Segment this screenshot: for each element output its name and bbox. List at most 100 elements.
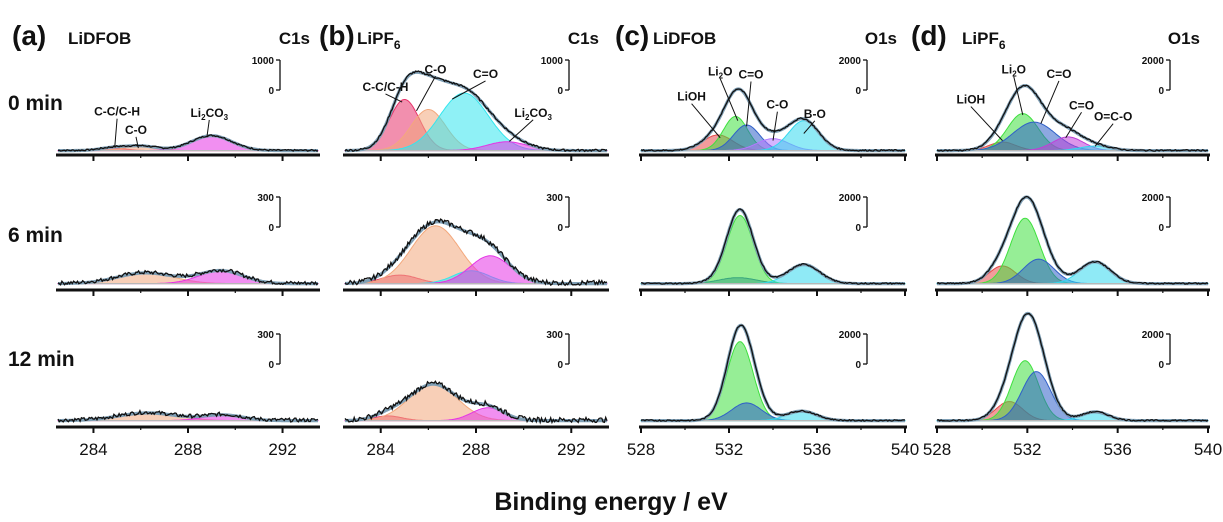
region-label: C1s bbox=[279, 29, 310, 48]
intensity-scale-bar: 2000 0 bbox=[839, 330, 868, 371]
peak-annotation-c-o: C-O bbox=[125, 123, 147, 137]
peak-annotation-lioh: LiOH bbox=[957, 93, 986, 107]
intensity-scale-bar: 1000 0 bbox=[252, 56, 281, 97]
x-tick-label: 532 bbox=[715, 440, 743, 459]
x-tick-label: 540 bbox=[891, 440, 919, 459]
peak-annotation-c-o: C=O bbox=[738, 68, 763, 82]
peak-li2o-0 bbox=[640, 341, 906, 422]
panels-layer: (a) LiDFOB C1s 0 min 1000 0 C-C/C-H C-O Li2​CO3​… bbox=[8, 20, 1222, 459]
intensity-scale-bar: 2000 0 bbox=[839, 56, 868, 97]
scale-bar-zero-label: 0 bbox=[1158, 223, 1164, 234]
electrolyte-label: LiPF6 bbox=[357, 29, 401, 52]
peak-b-o-2 bbox=[640, 264, 906, 285]
raw-spectrum bbox=[344, 380, 608, 425]
x-tick-label: 536 bbox=[1103, 440, 1131, 459]
annotation-leader bbox=[1013, 76, 1024, 116]
row-6-min: 6 min 300 0 bbox=[8, 193, 320, 296]
raw-spectrum bbox=[641, 208, 906, 285]
annotation-leader bbox=[691, 103, 721, 139]
scale-bar-zero-label: 0 bbox=[557, 360, 563, 371]
annotation-leader bbox=[114, 118, 118, 148]
scale-bar-max-label: 300 bbox=[257, 330, 274, 341]
row-12-min: 12 min 284 288 292 300 0 bbox=[8, 330, 320, 459]
x-axis-label: Binding energy / eV bbox=[494, 488, 728, 516]
peak-annotation-o-c-o: O=C-O bbox=[1094, 110, 1132, 124]
scale-bar-zero-label: 0 bbox=[557, 223, 563, 234]
panel-a: (a) LiDFOB C1s 0 min 1000 0 C-C/C-H C-O Li2​CO3​… bbox=[8, 20, 320, 459]
annotation-leader bbox=[970, 106, 1003, 141]
scale-bar-max-label: 2000 bbox=[1142, 330, 1165, 341]
electrolyte-label: LiDFOB bbox=[653, 29, 716, 48]
intensity-scale-bar: 300 0 bbox=[257, 193, 281, 234]
raw-spectrum bbox=[57, 408, 319, 423]
peak-c-o-2 bbox=[936, 371, 1209, 422]
electrolyte-name: LiPF bbox=[962, 29, 999, 48]
peak-annotation-c-c-c-h: C-C/C-H bbox=[362, 80, 408, 94]
annotation-leader bbox=[385, 93, 403, 103]
scale-bar-max-label: 2000 bbox=[839, 56, 862, 67]
scale-bar-max-label: 2000 bbox=[839, 330, 862, 341]
scale-bar-zero-label: 0 bbox=[1158, 360, 1164, 371]
annotation-leader bbox=[135, 136, 139, 149]
row-0-min: 0 min 1000 0 C-C/C-H C-O Li2​CO3​ bbox=[8, 56, 320, 161]
scale-bar-max-label: 300 bbox=[546, 193, 563, 204]
x-tick-label: 540 bbox=[1194, 440, 1222, 459]
electrolyte-subscript: 6 bbox=[394, 38, 401, 52]
x-tick-label: 288 bbox=[462, 440, 490, 459]
peak-annotation-li2o: Li2​O bbox=[708, 65, 732, 81]
x-tick-label: 528 bbox=[627, 440, 655, 459]
peak-annotation-b-o: B-O bbox=[804, 107, 826, 121]
row-12-min: 284 288 292 300 0 bbox=[343, 330, 609, 459]
x-tick-label: 536 bbox=[803, 440, 831, 459]
scale-bar-zero-label: 0 bbox=[268, 360, 274, 371]
region-label: O1s bbox=[1168, 29, 1200, 48]
x-tick-label: 288 bbox=[174, 440, 202, 459]
scale-bar-max-label: 300 bbox=[257, 193, 274, 204]
intensity-scale-bar: 300 0 bbox=[546, 330, 570, 371]
electrolyte-subscript: 6 bbox=[999, 38, 1006, 52]
peak-annotation-li2co3: Li2​CO3​ bbox=[514, 106, 552, 122]
row-6-min: 2000 0 bbox=[639, 193, 907, 296]
annotation-leader bbox=[772, 111, 778, 141]
annotation-leader bbox=[803, 120, 816, 134]
annotation-leader bbox=[719, 78, 739, 121]
panel-c: (c)LiDFOBO1s20000LiOHLi2​OC=OC-OB-O20000… bbox=[615, 20, 919, 459]
x-tick-label: 284 bbox=[367, 440, 395, 459]
x-tick-label: 532 bbox=[1013, 440, 1041, 459]
scale-bar-zero-label: 0 bbox=[1158, 86, 1164, 97]
raw-spectrum bbox=[936, 84, 1209, 152]
annotation-leader bbox=[1094, 123, 1114, 147]
electrolyte-name: LiPF bbox=[357, 29, 394, 48]
raw-spectrum bbox=[344, 70, 608, 153]
scale-bar-max-label: 2000 bbox=[1142, 56, 1165, 67]
scale-bar-max-label: 300 bbox=[546, 330, 563, 341]
peak-li2o-1 bbox=[640, 214, 906, 285]
scale-bar-zero-label: 0 bbox=[268, 86, 274, 97]
panel-b: (b)LiPF6 C1s 1000 0 C-C/C-H C-O C=O Li2​CO3​ 300… bbox=[319, 20, 609, 459]
scale-bar-zero-label: 0 bbox=[855, 360, 861, 371]
intensity-scale-bar: 2000 0 bbox=[1142, 193, 1171, 234]
raw-spectrum bbox=[936, 195, 1209, 285]
region-label: C1s bbox=[568, 29, 599, 48]
peak-annotation-li2o: Li2​O bbox=[1002, 63, 1026, 79]
annotation-leader bbox=[1065, 112, 1082, 139]
panel-letter: (c) bbox=[615, 20, 649, 51]
intensity-scale-bar: 2000 0 bbox=[839, 193, 868, 234]
peak-annotation-c-o: C-O bbox=[425, 62, 447, 76]
intensity-scale-bar: 300 0 bbox=[546, 193, 570, 234]
panel-d: (d)LiPF6O1s20000LiOHLi2​OC=OC=OO=C-O2000… bbox=[911, 20, 1222, 459]
peak-annotation-c-o: C=O bbox=[473, 67, 498, 81]
row-12-min: 528 532 536 540 2000 0 bbox=[923, 311, 1222, 459]
intensity-scale-bar: 2000 0 bbox=[1142, 56, 1171, 97]
annotation-leader bbox=[416, 76, 436, 112]
raw-spectrum bbox=[57, 268, 319, 286]
electrolyte-label: LiDFOB bbox=[68, 29, 131, 48]
peak-annotation-c-o: C=O bbox=[1046, 67, 1071, 81]
annotation-leader bbox=[509, 119, 534, 142]
annotation-leader bbox=[746, 81, 752, 127]
fit-envelope bbox=[641, 323, 905, 423]
raw-spectrum bbox=[936, 312, 1209, 422]
peak-annotation-lioh: LiOH bbox=[677, 90, 706, 104]
